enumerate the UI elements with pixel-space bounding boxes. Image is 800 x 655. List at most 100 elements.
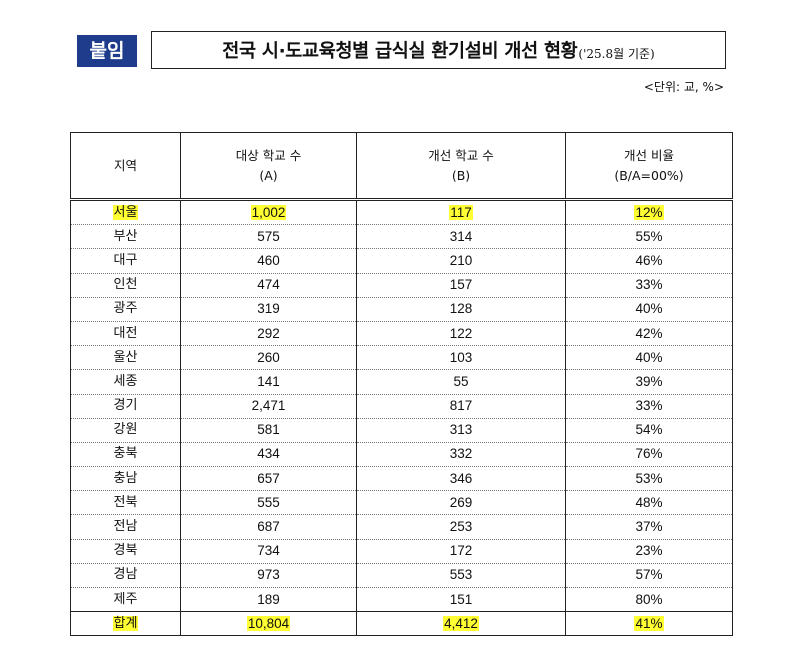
table-row: 울산 260 103 40%	[70, 345, 733, 371]
table-row: 전북 555 269 48%	[70, 490, 733, 516]
header-improved-schools: 개선 학교 수 (B)	[356, 132, 566, 201]
cell-total-ratio: 41%	[565, 611, 733, 637]
highlighted-improved: 117	[449, 204, 473, 220]
table-header-row: 지역 대상 학교 수 (A) 개선 학교 수 (B) 개선 비율 (B/A=00…	[70, 132, 733, 201]
cell-target: 474	[180, 272, 357, 298]
table-row: 전남 687 253 37%	[70, 514, 733, 540]
table-row: 세종 141 55 39%	[70, 369, 733, 395]
cell-ratio: 48%	[565, 490, 733, 516]
highlighted-total-improved: 4,412	[443, 615, 479, 631]
cell-improved: 313	[356, 417, 566, 443]
cell-region: 전북	[70, 490, 181, 516]
cell-total-improved: 4,412	[356, 611, 566, 637]
header-ratio-sub: (B/A=00%)	[614, 167, 684, 183]
cell-ratio: 53%	[565, 466, 733, 492]
cell-target: 292	[180, 320, 357, 347]
highlighted-ratio: 12%	[634, 204, 664, 220]
cell-improved: 817	[356, 393, 566, 419]
cell-ratio: 80%	[565, 586, 733, 613]
header-target-schools: 대상 학교 수 (A)	[180, 132, 357, 201]
cell-ratio: 40%	[565, 296, 733, 322]
table-row-seoul: 서울 1,002 117 12%	[70, 197, 733, 226]
table-row: 강원 581 313 54%	[70, 417, 733, 443]
header-improved-sub: (B)	[451, 167, 471, 183]
cell-ratio: 55%	[565, 224, 733, 250]
table-row: 인천 474 157 33%	[70, 272, 733, 298]
cell-target: 575	[180, 224, 357, 250]
cell-target: 1,002	[180, 197, 357, 226]
cell-region: 서울	[70, 197, 181, 226]
cell-ratio: 37%	[565, 514, 733, 540]
cell-improved: 553	[356, 562, 566, 589]
cell-region: 울산	[70, 345, 181, 371]
cell-ratio: 46%	[565, 248, 733, 274]
table-row: 광주 319 128 40%	[70, 296, 733, 322]
cell-region: 충남	[70, 466, 181, 492]
header-improved-label: 개선 학교 수	[428, 147, 494, 163]
highlighted-target: 1,002	[250, 204, 287, 220]
table-row: 경북 734 172 23%	[70, 538, 733, 564]
cell-target: 189	[180, 586, 357, 613]
cell-target: 319	[180, 296, 357, 322]
cell-improved: 122	[356, 320, 566, 347]
title-date-note: ('25.8월 기준)	[578, 46, 655, 61]
cell-target: 973	[180, 562, 357, 589]
cell-region: 광주	[70, 296, 181, 322]
cell-improved: 55	[356, 369, 566, 395]
highlighted-total-label: 합계	[112, 615, 139, 631]
cell-total-target: 10,804	[180, 611, 357, 637]
cell-ratio: 57%	[565, 562, 733, 589]
highlighted-total-ratio: 41%	[634, 615, 664, 631]
cell-ratio: 76%	[565, 441, 733, 468]
cell-target: 434	[180, 441, 357, 468]
cell-ratio: 39%	[565, 369, 733, 395]
cell-target: 687	[180, 514, 357, 540]
cell-ratio: 23%	[565, 538, 733, 564]
cell-improved: 253	[356, 514, 566, 540]
table-row: 대전 292 122 42%	[70, 320, 733, 347]
cell-region: 제주	[70, 586, 181, 613]
header-improvement-ratio: 개선 비율 (B/A=00%)	[565, 132, 733, 201]
cell-improved: 103	[356, 345, 566, 371]
cell-target: 657	[180, 466, 357, 492]
table-total-row: 합계 10,804 4,412 41%	[70, 611, 733, 637]
cell-target: 734	[180, 538, 357, 564]
table-row: 제주 189 151 80%	[70, 586, 733, 613]
cell-ratio: 40%	[565, 345, 733, 371]
cell-target: 460	[180, 248, 357, 274]
cell-improved: 210	[356, 248, 566, 274]
cell-target: 581	[180, 417, 357, 443]
cell-region: 세종	[70, 369, 181, 395]
cell-region: 인천	[70, 272, 181, 298]
cell-total-region: 합계	[70, 611, 181, 637]
cell-improved: 314	[356, 224, 566, 250]
cell-region: 경남	[70, 562, 181, 589]
cell-target: 260	[180, 345, 357, 371]
cell-improved: 172	[356, 538, 566, 564]
cell-ratio: 54%	[565, 417, 733, 443]
cell-ratio: 33%	[565, 272, 733, 298]
table-row: 충남 657 346 53%	[70, 466, 733, 492]
header-ratio-label: 개선 비율	[624, 147, 674, 163]
unit-note: <단위: 교, %>	[643, 80, 724, 94]
ventilation-status-table: 지역 대상 학교 수 (A) 개선 학교 수 (B) 개선 비율 (B/A=00…	[70, 132, 733, 637]
table-row: 대구 460 210 46%	[70, 248, 733, 274]
cell-region: 강원	[70, 417, 181, 443]
cell-region: 전남	[70, 514, 181, 540]
cell-target: 141	[180, 369, 357, 395]
header-target-sub: (A)	[259, 167, 278, 183]
cell-ratio: 12%	[565, 197, 733, 226]
highlighted-region: 서울	[112, 204, 139, 220]
cell-improved: 128	[356, 296, 566, 322]
header-region-label: 지역	[113, 157, 137, 173]
cell-improved: 332	[356, 441, 566, 468]
attachment-tag: 붙임	[77, 35, 137, 67]
cell-improved: 269	[356, 490, 566, 516]
cell-target: 555	[180, 490, 357, 516]
cell-target: 2,471	[180, 393, 357, 419]
cell-improved: 151	[356, 586, 566, 613]
cell-region: 부산	[70, 224, 181, 250]
table-body: 서울 1,002 117 12% 부산 575 314 55% 대구 460 2…	[70, 197, 733, 637]
cell-improved: 117	[356, 197, 566, 226]
cell-improved: 346	[356, 466, 566, 492]
